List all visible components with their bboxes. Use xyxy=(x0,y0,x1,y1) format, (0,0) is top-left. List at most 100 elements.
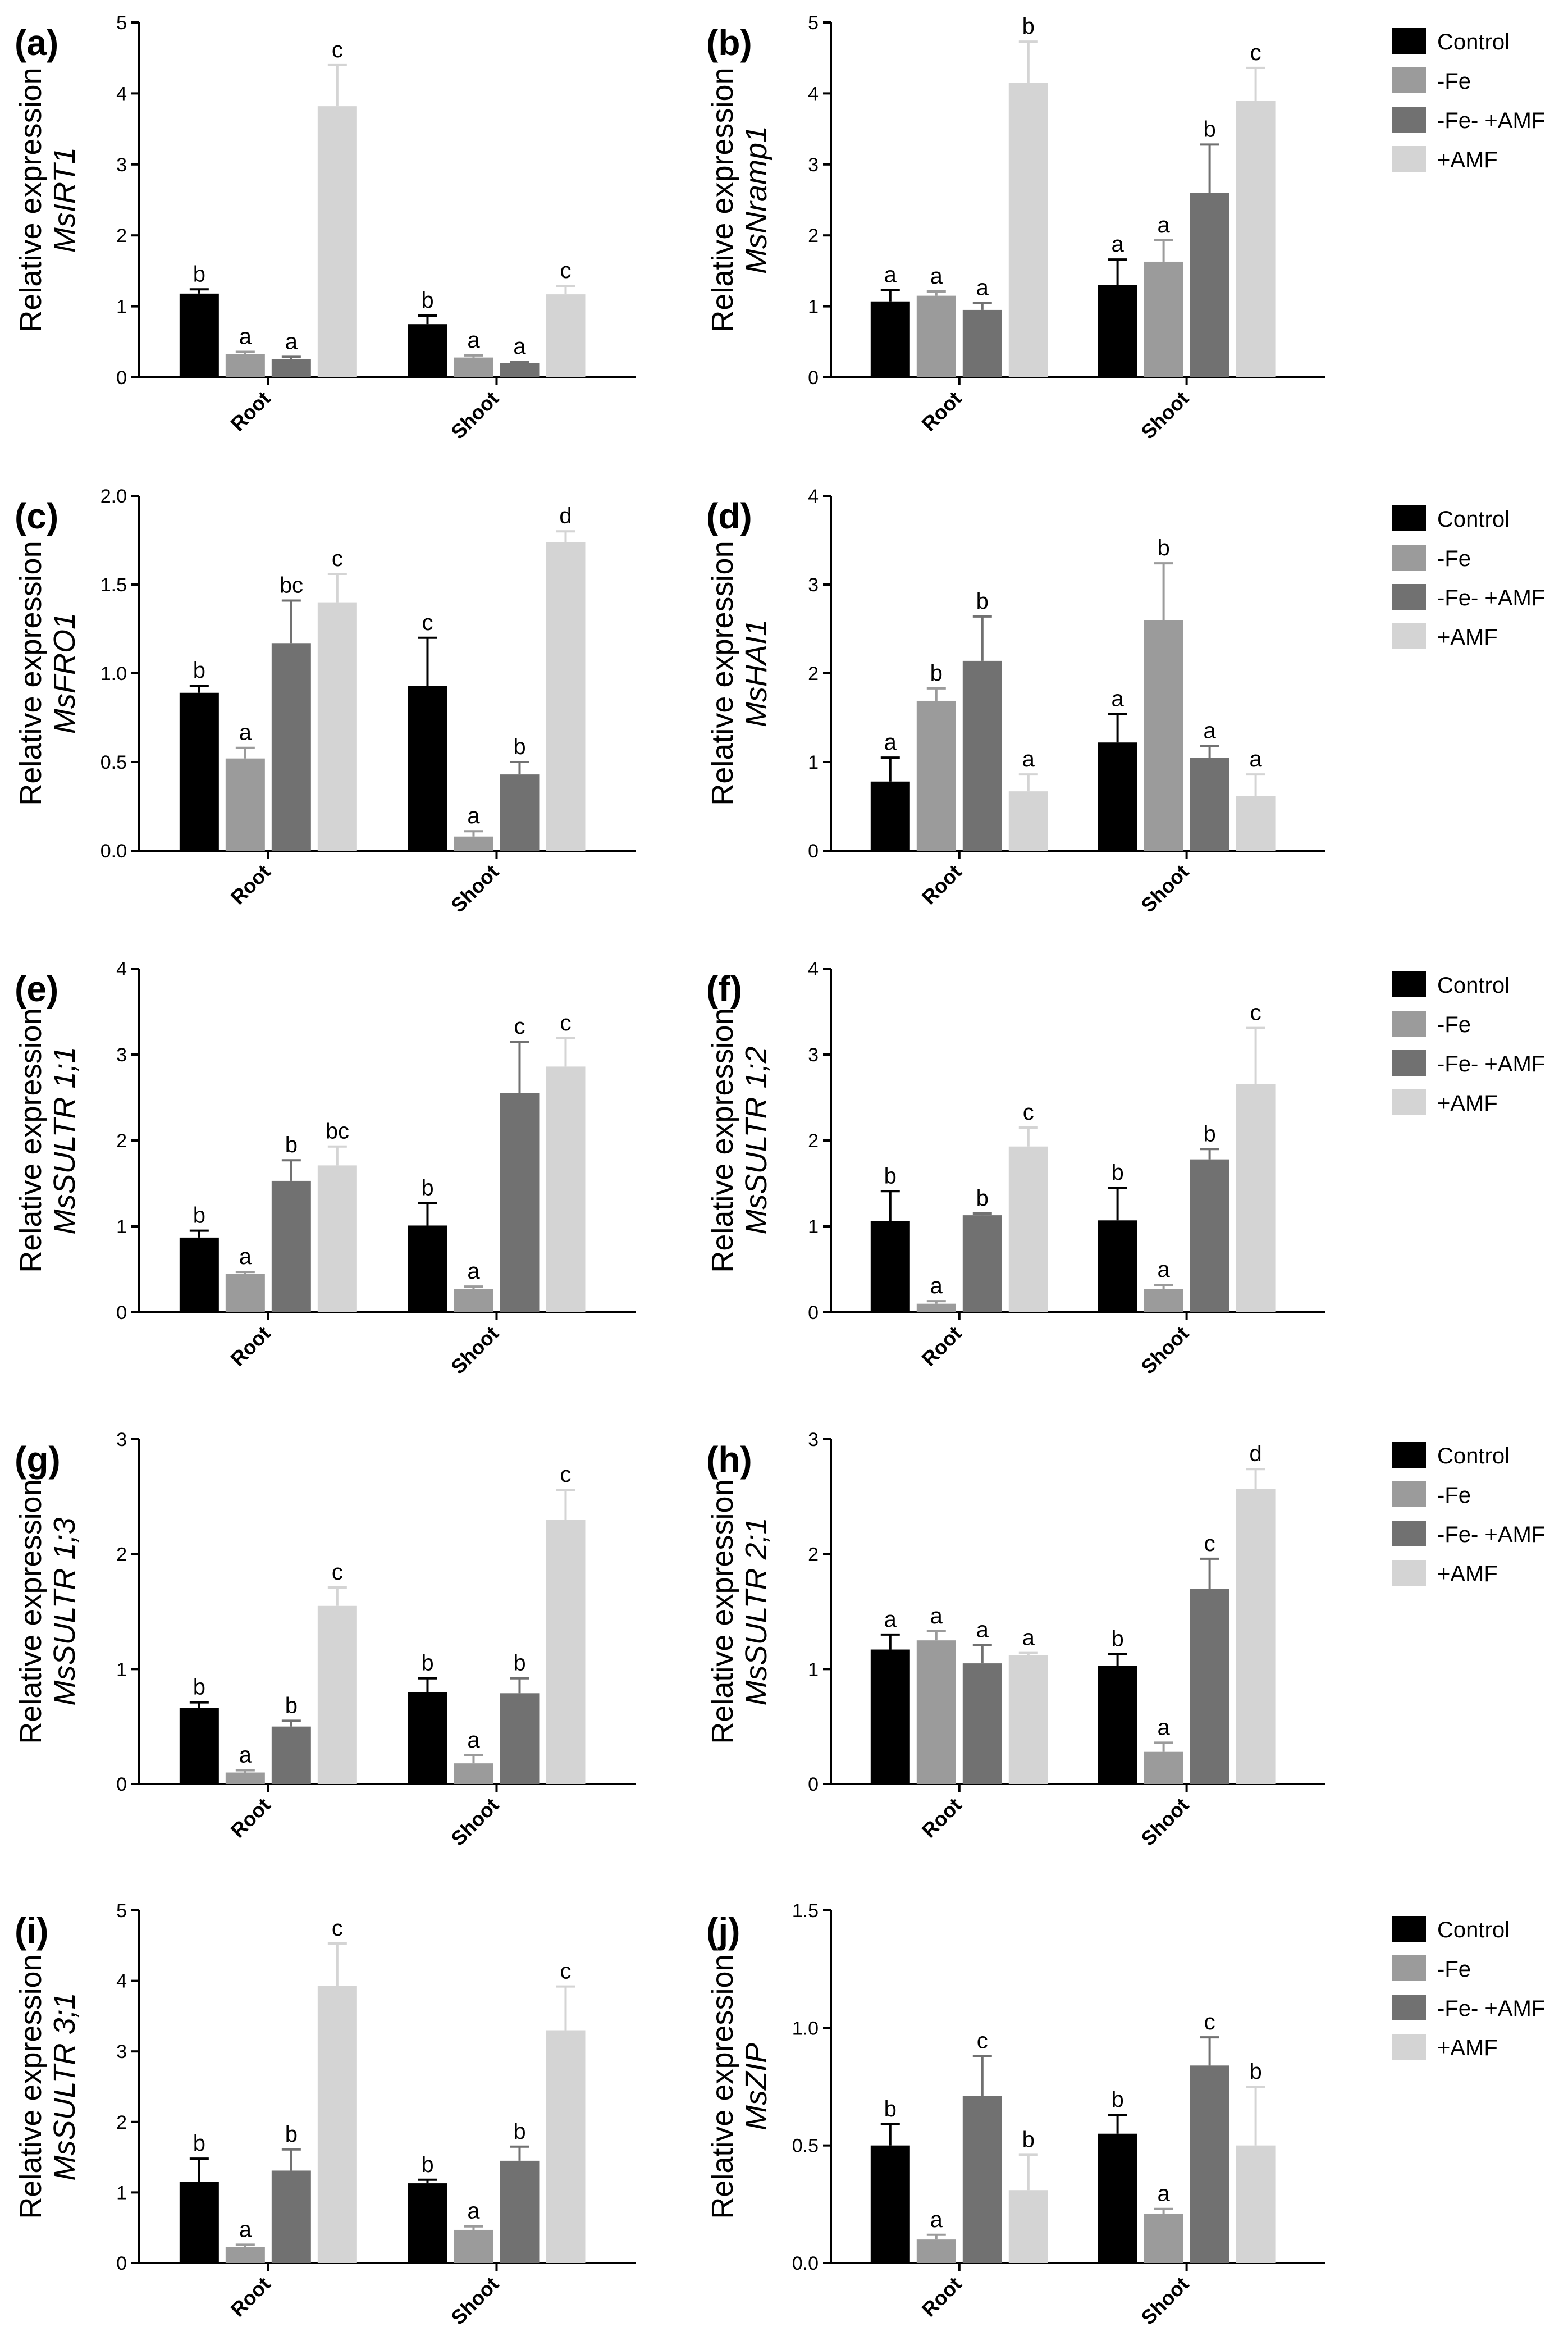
y-axis-title: Relative expression xyxy=(14,1954,48,2219)
legend-swatch xyxy=(1392,1442,1426,1468)
y-tick-label: 4 xyxy=(116,83,127,104)
y-tick-label: 2 xyxy=(808,1130,819,1152)
significance-letter: c xyxy=(332,1916,343,1941)
significance-letter: c xyxy=(977,2029,988,2054)
panel-i: (i)Relative expression MsSULTR 3;1 0 1 2 3 4 5 R… xyxy=(14,1900,636,2329)
significance-letter: d xyxy=(559,504,572,528)
significance-letter: b xyxy=(1111,1627,1123,1651)
legend-swatch xyxy=(1392,1089,1426,1115)
x-category-label: Root xyxy=(226,1322,275,1371)
y-tick-label: 1 xyxy=(808,296,819,318)
legend-label: Control xyxy=(1437,1444,1510,1468)
panel-letter: (i) xyxy=(15,1910,48,1951)
significance-letter: b xyxy=(1111,1160,1123,1185)
y-tick-label: 3 xyxy=(116,2041,127,2063)
y-tick-label: 0 xyxy=(808,367,819,389)
y-axis-title: Relative expression xyxy=(14,1479,48,1744)
panel-letter: (h) xyxy=(706,1439,752,1480)
legend-swatch xyxy=(1392,146,1426,172)
bar xyxy=(870,2145,910,2263)
legend-label: Control xyxy=(1437,973,1510,998)
y-tick-label: 1 xyxy=(116,2182,127,2203)
legend-4: Control -Fe -Fe- +AMF +AMF xyxy=(1392,1442,1545,1586)
y-tick-label: 2 xyxy=(808,225,819,247)
bar xyxy=(1236,2145,1276,2263)
significance-letter: a xyxy=(930,1604,943,1628)
significance-letter: b xyxy=(513,2119,525,2144)
y-tick-label: 0.0 xyxy=(792,2253,819,2274)
legend-swatch xyxy=(1392,505,1426,531)
bar xyxy=(546,1520,586,1784)
x-category-label: Root xyxy=(917,387,966,436)
y-axis-title: Relative expression xyxy=(14,1008,48,1272)
bar xyxy=(317,1986,357,2263)
bar xyxy=(1144,620,1183,851)
y-tick-label: 4 xyxy=(808,83,819,104)
gene-name: MsSULTR 1;1 xyxy=(48,1046,81,1234)
bar xyxy=(225,354,265,377)
bar xyxy=(179,2182,219,2263)
y-tick-label: 3 xyxy=(808,154,819,176)
bar xyxy=(317,106,357,378)
significance-letter: b xyxy=(1157,536,1169,560)
bar xyxy=(1098,1220,1137,1312)
bar xyxy=(408,1225,447,1312)
bar xyxy=(271,2170,311,2263)
y-tick-label: 3 xyxy=(116,154,127,176)
significance-letter: a xyxy=(467,1728,480,1753)
significance-letter: c xyxy=(1204,1531,1215,1556)
significance-letter: a xyxy=(1157,1715,1170,1740)
significance-letter: a xyxy=(1111,232,1124,257)
x-category-label: Root xyxy=(917,1794,966,1842)
bar xyxy=(1144,1751,1183,1784)
y-tick-label: 1.5 xyxy=(100,574,127,596)
bar xyxy=(962,2096,1002,2263)
significance-letter: b xyxy=(1249,2059,1261,2084)
panel-letter: (b) xyxy=(706,22,752,63)
legend-label: -Fe- +AMF xyxy=(1437,586,1545,610)
significance-letter: c xyxy=(1023,1100,1034,1125)
legend-label: -Fe- +AMF xyxy=(1437,108,1545,133)
x-category-label: Root xyxy=(917,1322,966,1371)
bar xyxy=(1190,193,1229,377)
y-tick-label: 2 xyxy=(808,1544,819,1566)
legend-swatch xyxy=(1392,1560,1426,1586)
bar xyxy=(225,2247,265,2263)
bar xyxy=(870,781,910,851)
y-tick-label: 1.5 xyxy=(792,1900,819,1922)
legend-label: +AMF xyxy=(1437,1091,1498,1116)
y-tick-label: 0 xyxy=(116,1302,127,1324)
panel-g: (g)Relative expression MsSULTR 1;3 0 1 2 3 Roo… xyxy=(14,1429,636,1850)
bar xyxy=(317,1165,357,1312)
significance-letter: c xyxy=(560,1011,571,1035)
significance-letter: a xyxy=(930,264,943,289)
significance-letter: b xyxy=(193,1675,205,1700)
bar xyxy=(1098,2133,1137,2263)
x-category-label: Shoot xyxy=(1136,1794,1193,1850)
significance-letter: c xyxy=(422,610,433,635)
y-tick-label: 1.0 xyxy=(100,663,127,685)
bar xyxy=(916,1303,956,1312)
gene-name: MsSULTR 3;1 xyxy=(48,1992,81,2180)
legend-swatch xyxy=(1392,1955,1426,1981)
y-tick-label: 2 xyxy=(808,663,819,685)
x-category-label: Root xyxy=(917,860,966,909)
significance-letter: a xyxy=(467,1259,480,1284)
bar xyxy=(916,1640,956,1784)
bar xyxy=(916,2239,956,2263)
significance-letter: b xyxy=(285,1133,298,1157)
bar xyxy=(1144,261,1183,377)
gene-name: MsNramp1 xyxy=(739,126,773,274)
legend-label: -Fe xyxy=(1437,69,1471,94)
bar xyxy=(225,758,265,851)
legend-label: Control xyxy=(1437,1918,1510,1942)
bar xyxy=(916,295,956,377)
bar xyxy=(454,2229,493,2263)
significance-letter: bc xyxy=(280,573,303,597)
significance-letter: a xyxy=(513,334,526,359)
bar xyxy=(1190,1589,1229,1784)
bar xyxy=(1098,742,1137,851)
significance-letter: c xyxy=(332,38,343,62)
bar xyxy=(454,1289,493,1312)
bar xyxy=(1008,1146,1048,1312)
